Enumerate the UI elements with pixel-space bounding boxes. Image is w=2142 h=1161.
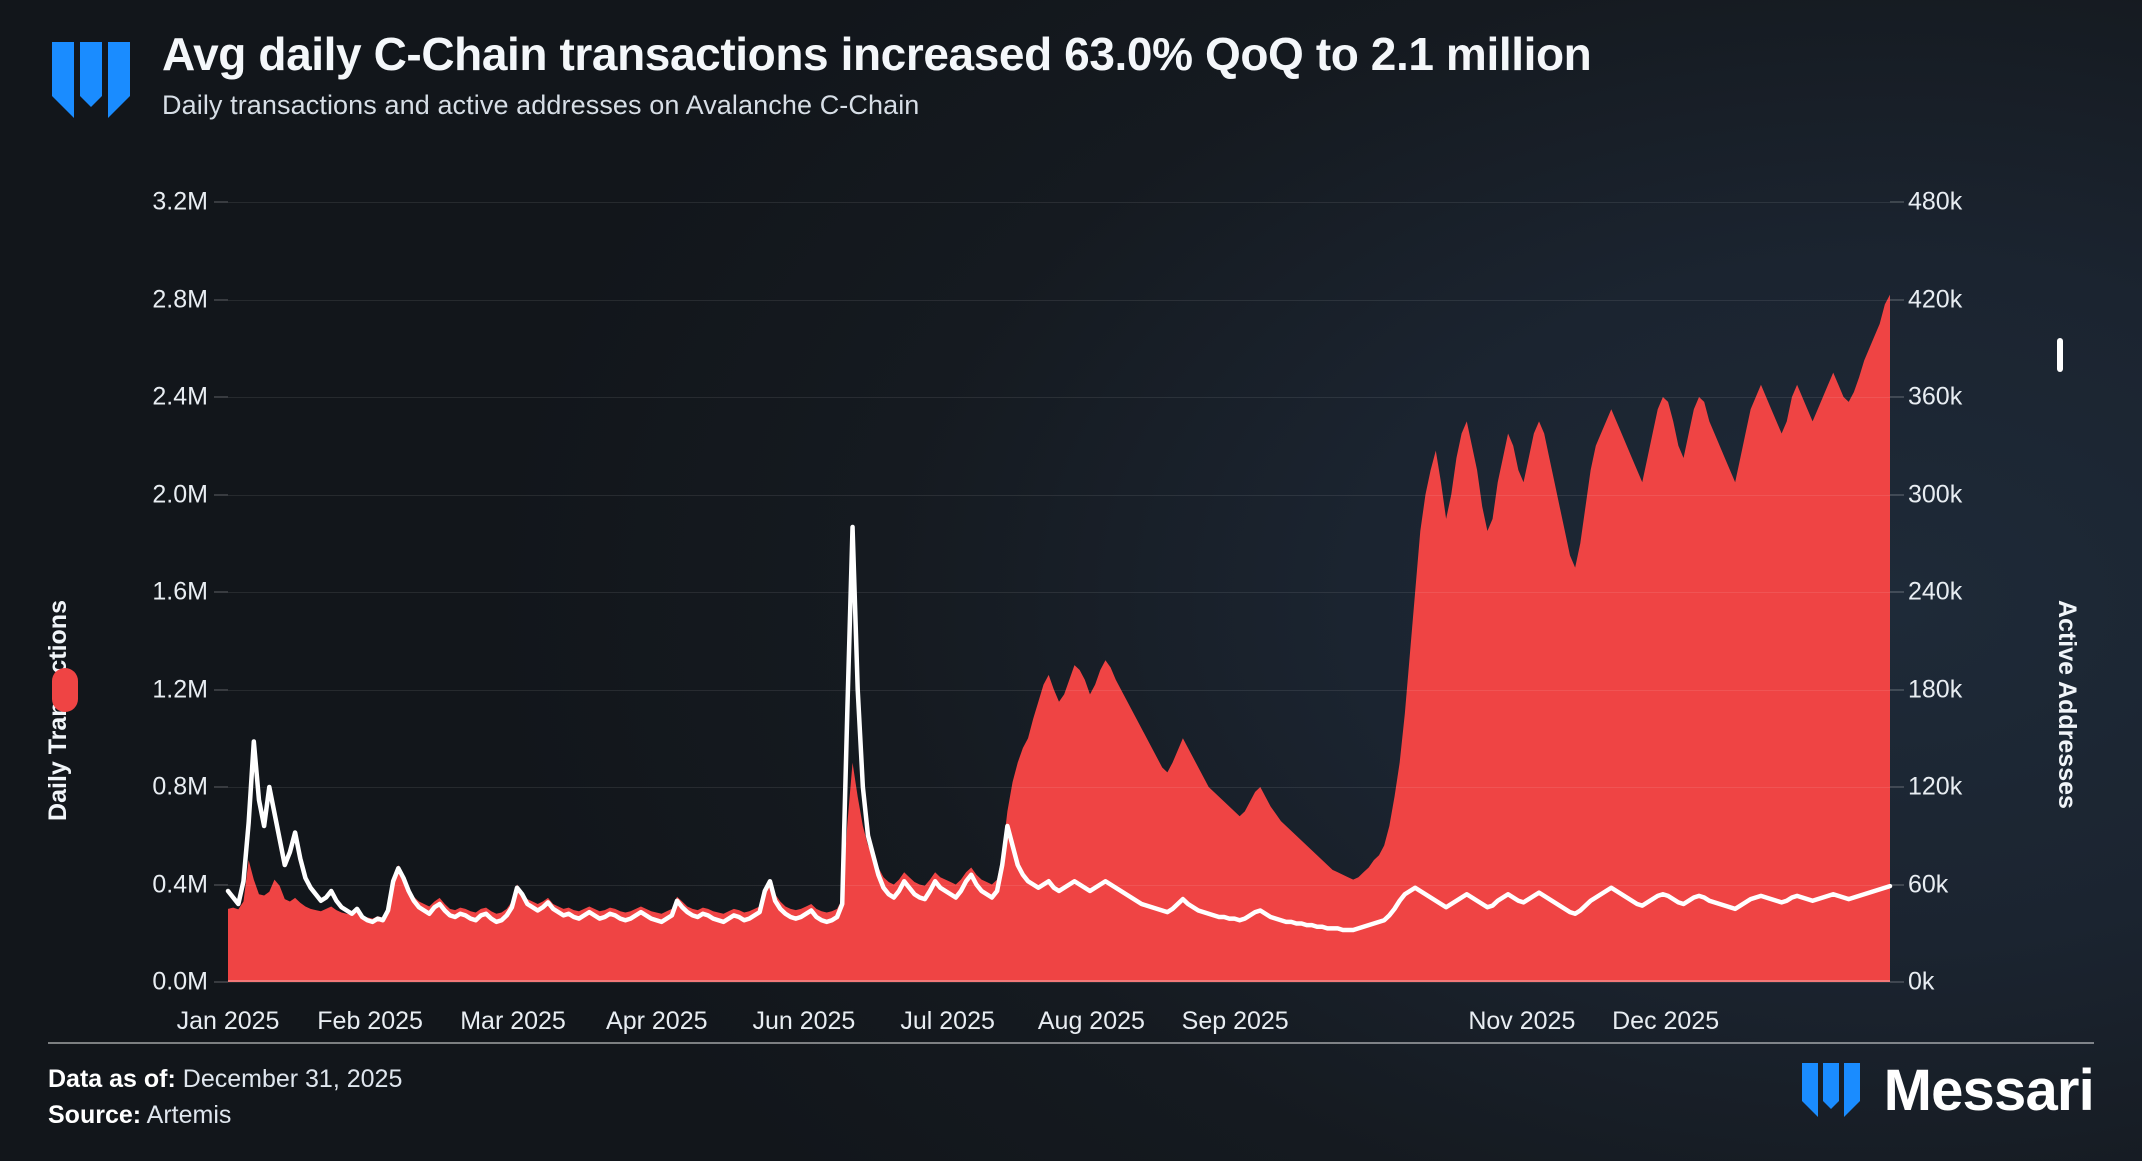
axis-tick-mark — [214, 299, 228, 300]
x-tick-label: Sep 2025 — [1181, 1007, 1289, 1035]
axis-tick-mark — [1890, 494, 1904, 495]
chart-subtitle: Daily transactions and active addresses … — [162, 89, 920, 120]
messari-brand: Messari — [1800, 1058, 2095, 1123]
source-value: Artemis — [146, 1101, 232, 1129]
y-tick-label-left: 2.4M — [152, 382, 208, 411]
source-label: Source: — [48, 1101, 142, 1129]
y-tick-label-right: 240k — [1908, 577, 1963, 606]
x-tick-label: Feb 2025 — [317, 1007, 423, 1035]
legend-swatch-daily-transactions — [52, 668, 78, 712]
y-tick-label-right: 480k — [1908, 187, 1963, 216]
axis-tick-mark — [214, 884, 228, 885]
y-tick-label-right: 0k — [1908, 967, 1935, 996]
series-canvas — [225, 294, 1893, 982]
axis-tick-mark — [214, 591, 228, 593]
chart-title: Avg daily C-Chain transactions increased… — [162, 28, 1592, 80]
axis-tick-mark — [1890, 396, 1904, 398]
gridline — [228, 397, 1890, 398]
x-tick-label: Jun 2025 — [752, 1007, 856, 1035]
y-tick-label-left: 0.8M — [152, 772, 208, 801]
x-tick-label: Nov 2025 — [1468, 1007, 1576, 1035]
x-tick-label: Jul 2025 — [900, 1007, 995, 1035]
gridline — [228, 202, 1890, 203]
y-tick-label-right: 180k — [1908, 675, 1963, 703]
y-tick-label-left: 0.0M — [152, 967, 208, 996]
source-row: Source: Artemis — [48, 1099, 402, 1131]
gridline — [228, 592, 1890, 593]
y-tick-label-left: 2.8M — [152, 285, 208, 313]
axis-tick-mark — [1890, 689, 1904, 690]
x-tick-label: Jan 2025 — [176, 1007, 280, 1035]
axis-tick-mark — [214, 981, 228, 983]
footer-divider — [48, 1042, 2094, 1044]
footer-metadata: Data as of: December 31, 2025 Source: Ar… — [48, 1063, 402, 1135]
axis-tick-mark — [1890, 981, 1904, 983]
y-tick-label-right: 60k — [1908, 870, 1949, 898]
axis-tick-mark — [214, 689, 228, 690]
axis-tick-mark — [1890, 786, 1904, 788]
axis-tick-mark — [214, 786, 228, 788]
brand-name: Messari — [1883, 1058, 2095, 1123]
axis-tick-mark — [1890, 201, 1904, 203]
y-tick-label-left: 3.2M — [152, 187, 208, 216]
series-line-active-addresses — [225, 524, 1893, 933]
gridline — [228, 494, 1890, 496]
gridline — [228, 787, 1890, 788]
axis-tick-mark — [214, 201, 228, 203]
y-tick-label-right: 120k — [1908, 772, 1963, 801]
y-tick-label-left: 1.6M — [152, 577, 208, 606]
y-tick-label-right: 420k — [1908, 285, 1963, 313]
chart-plot-region: Daily Transactions Active Addresses 0.0M… — [0, 145, 2142, 1036]
series-area-daily-transactions — [228, 294, 1890, 982]
x-tick-label: Aug 2025 — [1037, 1007, 1145, 1035]
data-as-of-label: Data as of: — [48, 1065, 176, 1093]
y-tick-label-right: 360k — [1908, 382, 1963, 411]
messari-logo-icon — [1800, 1060, 1866, 1122]
axis-tick-mark — [214, 396, 228, 398]
gridline — [228, 299, 1890, 301]
axis-tick-mark — [1890, 299, 1904, 300]
y-axis-left-labels: 0.0M 0.4M 0.8M 1.2M 1.6M 2.0M 2.4M 2.8M 3.2M — [108, 188, 208, 996]
gridline — [228, 982, 1890, 983]
axis-tick-mark — [1890, 884, 1904, 885]
y-tick-label-left: 2.0M — [152, 480, 208, 508]
y-tick-label-left: 1.2M — [152, 675, 208, 703]
axis-tick-mark — [214, 494, 228, 495]
y-tick-label-right: 300k — [1908, 480, 1963, 508]
x-tick-label: Dec 2025 — [1612, 1007, 1720, 1035]
y-tick-label-left: 0.4M — [152, 870, 208, 898]
chart-header: Avg daily C-Chain transactions increased… — [48, 28, 1592, 126]
legend-swatch-active-addresses — [2057, 338, 2063, 372]
plot-area — [225, 202, 1893, 983]
y-axis-title-right: Active Addresses — [2053, 600, 2081, 809]
gridline — [228, 689, 1890, 691]
x-tick-label: Apr 2025 — [606, 1007, 708, 1035]
data-as-of-row: Data as of: December 31, 2025 — [48, 1063, 402, 1095]
x-axis-baseline — [228, 980, 1890, 982]
data-as-of-value: December 31, 2025 — [182, 1065, 403, 1093]
x-tick-label: Mar 2025 — [460, 1007, 566, 1035]
gridline — [228, 884, 1890, 886]
y-axis-right-labels: 0k 60k 120k 180k 240k 300k 360k 420k 480k — [1908, 188, 2028, 996]
axis-tick-mark — [1890, 591, 1904, 593]
messari-logo-icon — [48, 34, 140, 126]
